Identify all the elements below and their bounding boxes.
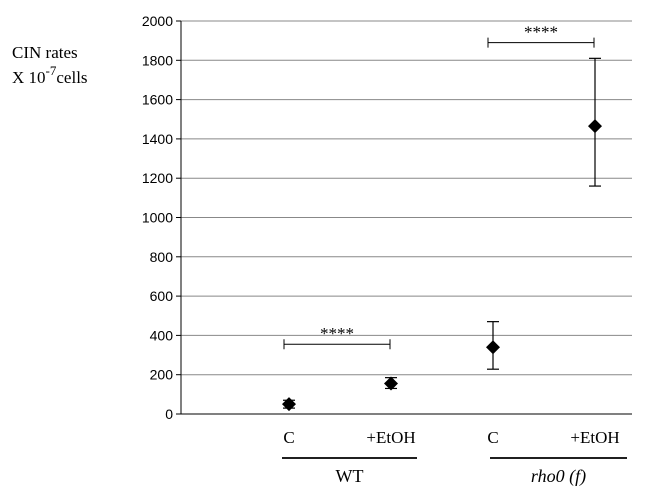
- y-tick-label: 1000: [142, 210, 173, 226]
- y-tick-label: 1600: [142, 92, 173, 108]
- data-points: [282, 119, 602, 412]
- y-axis-label-line1: CIN rates: [12, 43, 78, 62]
- y-tick-label: 400: [150, 327, 174, 343]
- group-label: rho0 (f): [531, 466, 586, 487]
- significance-label: ****: [320, 324, 354, 343]
- y-axis: [176, 20, 632, 415]
- data-point: [588, 119, 602, 134]
- y-axis-label-suffix: cells: [56, 68, 87, 87]
- y-tick-label: 1800: [142, 52, 173, 68]
- y-tick-label: 0: [165, 406, 173, 422]
- y-axis-label-prefix: X 10: [12, 68, 46, 87]
- y-tick-label: 1200: [142, 170, 173, 186]
- category-label: C: [283, 428, 294, 447]
- y-tick-labels: 0 200 400 600 800 1000 1200 1400 1600 1800 2000: [142, 13, 173, 422]
- data-point: [282, 397, 296, 412]
- y-tick-label: 2000: [142, 13, 173, 29]
- gridlines: [181, 20, 632, 376]
- y-tick-label: 600: [150, 288, 174, 304]
- y-tick-label: 1400: [142, 131, 173, 147]
- group-labels: WT rho0 (f): [282, 457, 627, 487]
- data-point: [486, 340, 500, 355]
- error-bars: [283, 57, 601, 409]
- y-tick-label: 800: [150, 249, 174, 265]
- category-labels: C +EtOH C +EtOH: [283, 428, 619, 447]
- group-label: WT: [336, 466, 364, 486]
- data-point: [384, 376, 398, 391]
- significance-brackets: **** ****: [283, 23, 595, 350]
- category-label: C: [487, 428, 498, 447]
- category-label: +EtOH: [366, 428, 415, 447]
- category-label: +EtOH: [570, 428, 619, 447]
- y-axis-label-exponent: -7: [46, 63, 57, 78]
- significance-label: ****: [524, 23, 558, 42]
- y-axis-label-line2: X 10-7cells: [12, 63, 88, 87]
- y-tick-label: 200: [150, 367, 174, 383]
